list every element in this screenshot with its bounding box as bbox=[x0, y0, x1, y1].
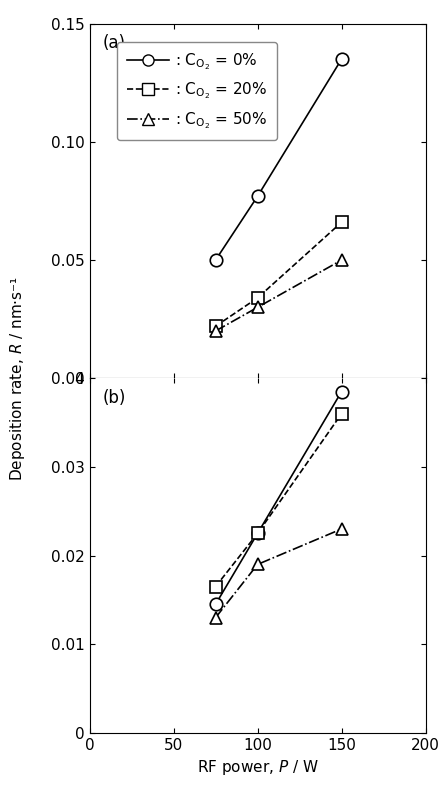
X-axis label: RF power, $P$ / W: RF power, $P$ / W bbox=[197, 758, 319, 777]
Text: Deposition rate, $R$ / nm·s⁻¹: Deposition rate, $R$ / nm·s⁻¹ bbox=[9, 276, 27, 481]
Text: (a): (a) bbox=[103, 35, 126, 52]
Legend: : $\mathregular{C_{O_2}}$ = 0%, : $\mathregular{C_{O_2}}$ = 20%, : $\mathregular: : $\mathregular{C_{O_2}}$ = 0%, : $\math… bbox=[117, 42, 277, 140]
Text: (b): (b) bbox=[103, 389, 126, 407]
